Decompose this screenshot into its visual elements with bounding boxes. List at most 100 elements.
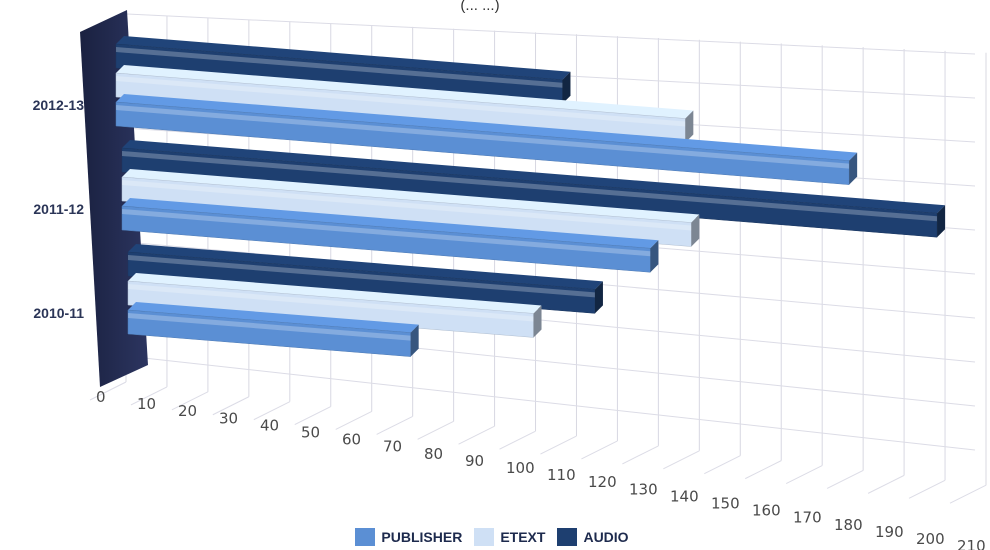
x-tick-label: 190 [875,523,904,541]
bar-top-face [128,273,542,314]
grid-floor-line [949,484,987,504]
bar-end-cap [650,240,659,273]
grid-floor-line [499,430,536,450]
bar-highlight [122,180,692,231]
bar-highlight [122,151,938,222]
bar-top-face [122,140,946,214]
bar-end-cap [691,214,700,247]
grid-floor-line [376,415,413,435]
bar-top-face [116,94,858,161]
legend-item-audio: AUDIO [557,528,629,546]
legend-swatch-etext [474,528,495,546]
x-tick-label: 200 [916,530,945,548]
grid-floor-line [581,440,618,460]
x-tick-label: 100 [506,459,535,477]
grid-floor-line [867,474,905,494]
grid-floor-line [704,455,741,475]
x-tick-label: 110 [547,466,576,484]
grid-floor-line [785,465,823,484]
bar-publisher-2012-13 [115,94,858,185]
legend-item-etext: ETEXT [474,528,545,546]
bar-publisher-2010-11 [127,302,419,357]
bar-end-cap [410,324,419,357]
grid-floor-line [294,406,331,426]
legend-label-audio: AUDIO [583,529,629,545]
x-tick-label: 140 [670,487,699,505]
x-tick-label: 70 [383,438,402,456]
category-labels: 2012-13 2011-12 2010-11 [33,97,85,321]
grid-floor-line [171,391,209,411]
bar-publisher-2011-12 [121,198,659,273]
bar-top-face [128,244,603,290]
bar-end-cap [533,305,542,338]
bar-highlight [128,255,595,298]
bar-etext-2010-11 [127,273,542,338]
grid-floor-line [826,470,864,489]
x-tick-label: 50 [301,424,320,442]
bar-top-face [122,198,659,249]
bar-highlight [122,209,651,257]
tick-labels: 0 10 20 30 40 50 60 70 80 90 100 110 120 130 140 150 160… [96,388,986,550]
legend-swatch-audio [557,528,578,546]
bar-highlight [128,284,534,322]
grid-floor-line [130,386,168,406]
category-label-2010-11: 2010-11 [33,305,84,321]
bar-end-cap [685,110,694,143]
x-tick-label: 30 [219,409,238,427]
grid-floor-line [335,411,372,430]
bar-top-face [128,302,419,333]
x-tick-label: 180 [834,516,863,534]
bar-highlight [116,105,850,169]
category-label-2011-12: 2011-12 [33,201,84,217]
x-tick-label: 40 [260,416,279,434]
legend-item-publisher: PUBLISHER [355,528,462,546]
x-tick-label: 160 [752,502,781,520]
grid-floor-line [89,381,127,401]
x-tick-label: 20 [178,402,197,420]
x-tick-label: 0 [96,388,106,406]
x-tick-label: 60 [342,431,361,449]
x-tick-label: 150 [711,495,740,513]
bar-top-face [116,65,694,119]
grid-floor-line [253,401,291,421]
grid-floor-line [417,420,454,440]
grid-floor-line [745,460,782,480]
x-tick-label: 10 [137,395,156,413]
chart-title: (... ...) [460,0,499,14]
grid-horizontal-line [125,13,976,55]
bar-end-cap [562,71,571,104]
x-tick-label: 170 [793,509,822,527]
grid-floor-line [540,435,577,455]
grid-floor-line [622,445,659,465]
grid-horizontal-line [125,355,976,451]
bar-etext-2012-13 [115,65,694,143]
legend-swatch-publisher [355,528,376,546]
bar-end-cap [849,152,858,185]
bar-audio-2010-11 [127,244,603,314]
bar-etext-2011-12 [121,169,700,247]
grid-floor-line [663,450,700,470]
x-tick-label: 130 [629,480,658,498]
legend-label-etext: ETEXT [500,529,546,545]
bar-end-cap [937,205,946,238]
x-tick-label: 120 [588,473,617,491]
bar-audio-2011-12 [121,140,946,238]
x-tick-label: 210 [957,537,986,550]
category-label-2012-13: 2012-13 [33,97,85,113]
bar-highlight [128,313,411,341]
grid-floor-line [458,425,495,445]
bar-top-face [116,36,571,80]
grid-floor-line [212,396,250,416]
x-tick-label: 90 [465,452,484,470]
bar-top-face [122,169,700,223]
bar-highlight [116,47,563,88]
bar-end-cap [594,281,603,314]
grid-floor-line [908,479,946,499]
bar-highlight [116,76,686,127]
x-tick-label: 80 [424,445,443,463]
bar-audio-2012-13 [115,36,571,104]
legend-label-publisher: PUBLISHER [381,529,463,545]
bars-group [115,36,946,357]
legend: PUBLISHER ETEXT AUDIO [0,528,990,546]
